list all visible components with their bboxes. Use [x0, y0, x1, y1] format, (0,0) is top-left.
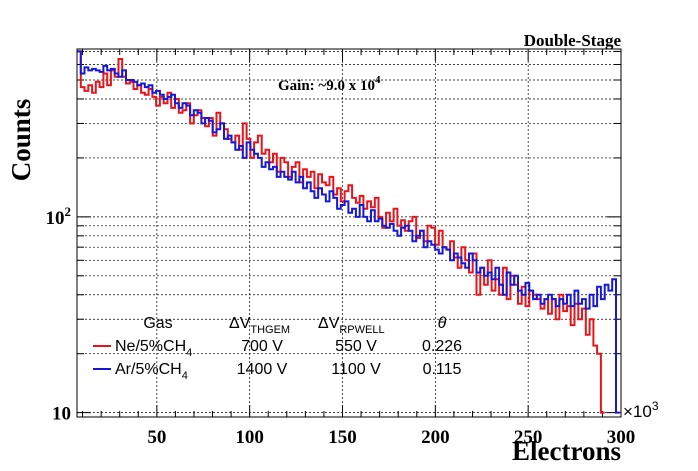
row-ne-gas-text: Ne/5%CH — [115, 338, 186, 355]
table-header-rpwell-sub: RPWELL — [339, 324, 384, 336]
x-tick-label: 200 — [421, 427, 450, 448]
series-line-ne — [77, 50, 605, 414]
x-tick-label: 250 — [514, 427, 543, 448]
gain-annotation: Gain: ~9.0 x 104 — [278, 74, 381, 94]
row-ar-gas: Ar/5%CH4 — [115, 361, 188, 382]
plot-frame — [76, 48, 622, 418]
y-tick-label: 102 — [46, 204, 72, 229]
gain-annotation-text: Gain: ~9.0 x 10 — [278, 78, 375, 94]
row-ar-thgem: 1400 V — [237, 361, 288, 378]
row-ar-theta: 0.115 — [423, 361, 462, 378]
table-header-rpwell-text: ΔV — [318, 315, 340, 332]
table-header-theta-text: θ — [438, 315, 447, 332]
y-axis-label: Counts — [6, 99, 36, 182]
x-tick-label: 50 — [147, 427, 166, 448]
row-ne-theta: 0.226 — [422, 338, 462, 355]
series-line-ar — [77, 50, 620, 414]
row-ne-thgem: 700 V — [241, 338, 283, 355]
table-header-theta: θ — [438, 315, 447, 332]
x-tick-labels: 50 100 150 200 250 300 — [147, 427, 635, 448]
x-multiplier-exp: 3 — [652, 399, 659, 413]
table-header-thgem-sub: THGEM — [250, 324, 290, 336]
x-tick-label: 150 — [328, 427, 357, 448]
y-tick-label-base: 10 — [52, 404, 71, 425]
y-tick-label-exp: 2 — [65, 204, 72, 219]
x-axis-label: Electrons — [512, 436, 621, 466]
row-ne-gas-sub: 4 — [186, 347, 192, 359]
chart-title: Double-Stage — [524, 31, 622, 50]
table-header-thgem-text: ΔV — [229, 315, 251, 332]
row-ne-rpwell: 550 V — [335, 338, 377, 355]
row-ar-gas-text: Ar/5%CH — [115, 361, 182, 378]
table-header-rpwell: ΔVRPWELL — [318, 315, 385, 336]
row-ar-rpwell: 1100 V — [331, 361, 381, 378]
x-multiplier-base: ×10 — [623, 402, 652, 421]
x-multiplier: ×103 — [623, 399, 659, 421]
x-tick-label: 300 — [607, 427, 636, 448]
legend-table: Gas ΔVTHGEM ΔVRPWELL θ Ne/5%CH4 700 V 55… — [93, 315, 462, 382]
y-tick-label-base: 10 — [46, 208, 65, 229]
row-ar-gas-sub: 4 — [182, 370, 188, 382]
gain-annotation-exp: 4 — [375, 74, 381, 86]
series-layer — [77, 50, 620, 414]
x-tick-label: 100 — [235, 427, 264, 448]
table-header-gas-text: Gas — [143, 315, 172, 332]
y-tick-label: 10 — [52, 404, 71, 425]
table-header-gas: Gas — [143, 315, 172, 332]
grid-lines — [77, 49, 622, 417]
table-header-thgem: ΔVTHGEM — [229, 315, 290, 336]
row-ne-gas: Ne/5%CH4 — [115, 338, 192, 359]
